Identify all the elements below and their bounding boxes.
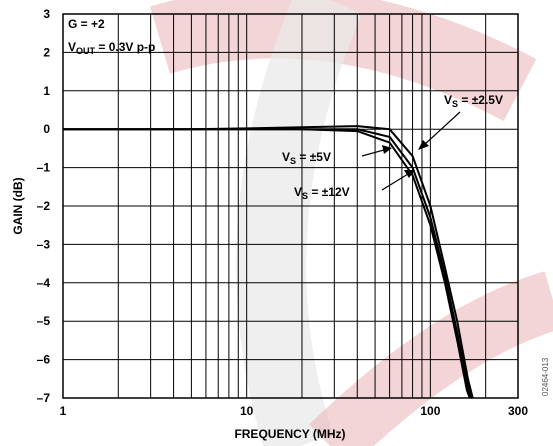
vout-rest: = 0.3V p-p: [95, 40, 155, 54]
y-tick-label: –6: [37, 353, 51, 367]
y-tick-label: 1: [43, 84, 50, 98]
vout-condition-label: VOUT = 0.3V p-p: [68, 40, 155, 56]
x-tick-label: 300: [508, 404, 528, 418]
vs25-sub: S: [452, 99, 458, 109]
vout-sub: OUT: [76, 46, 96, 56]
arrow-vs-5v: [361, 149, 385, 157]
legend-label-vs-2p5v: VS = ±2.5V: [444, 93, 503, 109]
arrowhead-vs-12v: [404, 170, 415, 178]
x-tick-label: 10: [240, 404, 254, 418]
x-tick-label: 1: [60, 404, 67, 418]
y-tick-label: –7: [37, 391, 51, 405]
y-tick-label: –1: [37, 161, 51, 175]
x-tick-label: 100: [420, 404, 440, 418]
legend-label-vs-5v: VS = ±5V: [282, 150, 331, 166]
vs12-v: V: [294, 185, 302, 199]
vs25-v: V: [444, 93, 452, 107]
vs12-rest: = ±12V: [308, 185, 350, 199]
arrow-vs-12v: [381, 173, 409, 191]
plot-frame: [62, 13, 519, 399]
y-tick-label: 0: [43, 122, 50, 136]
vout-v: V: [68, 40, 76, 54]
figure-code: 02464-013: [541, 357, 550, 396]
y-tick-label: –3: [37, 237, 51, 251]
y-tick-label: 2: [43, 45, 50, 59]
watermark: [150, 0, 553, 446]
vs25-rest: = ±2.5V: [458, 93, 503, 107]
vs5-rest: = ±5V: [296, 150, 331, 164]
vs5-v: V: [282, 150, 290, 164]
watermark-gray-band: [236, 0, 363, 446]
series-line-vs-12v: [63, 128, 471, 399]
y-tick-label: –2: [37, 199, 51, 213]
series-group: [63, 125, 474, 399]
watermark-red-lower: [309, 271, 553, 446]
x-axis-title: FREQUENCY (MHz): [234, 427, 345, 441]
gain-condition-label: G = +2: [68, 17, 105, 31]
y-tick-label: 3: [43, 7, 50, 21]
y-tick-labels: 3 2 1 0 –1 –2 –3 –4 –5 –6 –7: [37, 7, 51, 405]
vs12-sub: S: [302, 191, 308, 201]
leader-arrows: [361, 111, 461, 191]
arrowhead-vs-5v: [382, 145, 392, 154]
arrow-vs-2p5v: [423, 111, 461, 146]
x-tick-labels: 1 10 100 300: [60, 404, 529, 418]
y-tick-label: –5: [37, 314, 51, 328]
y-axis-title: GAIN (dB): [11, 177, 25, 234]
legend-label-vs-12v: VS = ±12V: [294, 185, 350, 201]
arrowhead-vs-2p5v: [418, 140, 429, 150]
y-tick-label: –4: [37, 276, 51, 290]
vs5-sub: S: [290, 156, 296, 166]
